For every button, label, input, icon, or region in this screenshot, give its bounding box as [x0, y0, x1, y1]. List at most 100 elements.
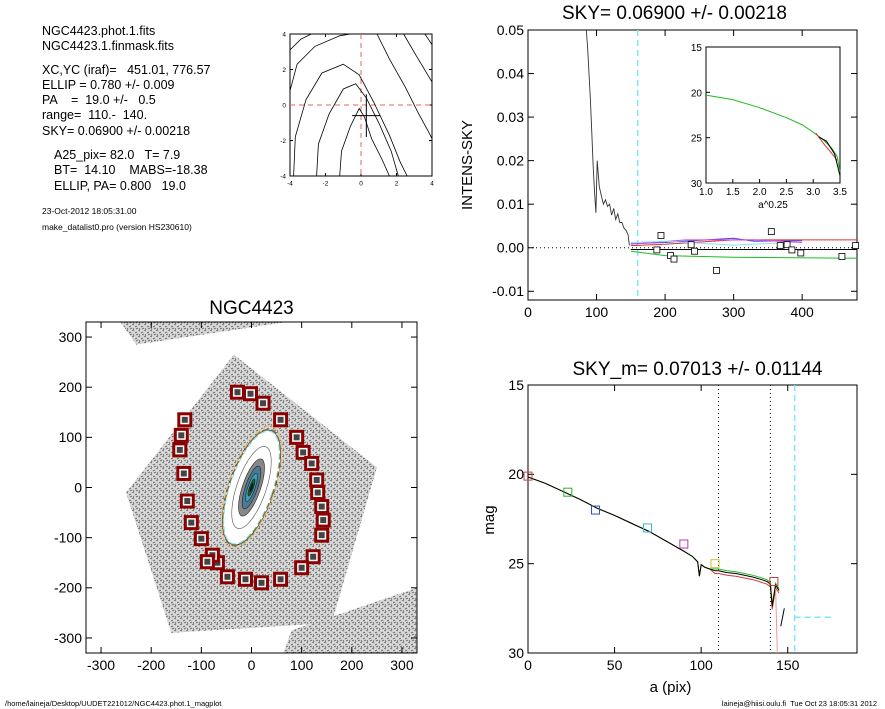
- mag-marker: [769, 577, 779, 587]
- intens-frame: [527, 29, 858, 301]
- sky-box-center: [300, 449, 307, 456]
- x-tick-label: -100: [187, 657, 215, 673]
- sky-box-center: [318, 532, 325, 539]
- contour-line: [316, 83, 399, 177]
- sky-box-center: [320, 517, 327, 524]
- mag-title: SKY_m= 0.07013 +/- 0.01144: [573, 359, 823, 380]
- y-tick-label: 0.05: [497, 22, 524, 38]
- mag-marker: [642, 523, 652, 533]
- x-tick-label: 300: [722, 304, 746, 320]
- program-line: make_datalist0.pro (version HS230610): [42, 222, 192, 232]
- y-tick-label: 0.03: [497, 109, 524, 125]
- inset-profile-red: [815, 132, 838, 161]
- sky-square-marker: [667, 252, 674, 259]
- mag-profile: [527, 476, 780, 607]
- sky-square-marker: [852, 242, 860, 249]
- sky-box-center: [198, 535, 205, 542]
- inset-profile: [705, 94, 841, 173]
- sky-box-center: [188, 519, 195, 526]
- param-ellip: ELLIP = 0.780 +/- 0.009: [42, 78, 175, 92]
- sky-box-center: [214, 559, 221, 566]
- sky-square-marker: [653, 246, 661, 254]
- sky-box-center: [204, 558, 211, 565]
- x-tick-label: 400: [790, 304, 814, 320]
- sky-box-center: [176, 446, 183, 453]
- sky-level-line: [630, 239, 857, 247]
- y-tick-label: 30: [508, 645, 524, 661]
- sky-box-center: [247, 390, 254, 397]
- x-tick-label: 0: [248, 657, 256, 673]
- mag-ylabel: mag: [481, 505, 498, 534]
- x-tick-label: -300: [87, 657, 115, 673]
- inset-x-tick-label: 2.0: [753, 187, 767, 198]
- y-tick-label: 4: [282, 31, 286, 38]
- sky-box-center: [180, 470, 187, 477]
- galaxy-isophote: [249, 482, 254, 493]
- sky-box-center: [242, 576, 249, 583]
- mag-marker: [710, 559, 720, 569]
- y-tick-label: 0.04: [497, 65, 524, 81]
- contour-line: [403, 33, 433, 83]
- param-xcyc: XC,YC (iraf)= 451.01, 776.57: [42, 63, 211, 77]
- inset-y-tick-label: 20: [691, 88, 703, 99]
- sky-box-center: [277, 416, 284, 423]
- footer-path: /home/laineja/Desktop/UUDET221012/NGC442…: [5, 699, 222, 708]
- intens-profile: [585, 29, 630, 246]
- y-tick-label: 0.00: [497, 240, 524, 256]
- mag-frame: [527, 384, 858, 654]
- sky-box-center: [178, 432, 185, 439]
- sky-box-center: [234, 389, 241, 396]
- sky-box-center: [298, 564, 305, 571]
- param-pa: PA = 19.0 +/- 0.5: [42, 93, 156, 107]
- sky-square-marker: [713, 266, 720, 274]
- y-tick-label: 2: [282, 67, 286, 74]
- contour-line: [339, 107, 390, 177]
- mag-marker: [523, 471, 533, 481]
- y-tick-label: -300: [54, 630, 82, 646]
- date-line: 23-Oct-2012 18:05:31.00: [42, 206, 137, 216]
- intens-ylabel: INTENS-SKY: [459, 120, 476, 210]
- file-name-1: NGC4423.phot.1.fits: [42, 24, 156, 38]
- contour-line: [376, 33, 433, 139]
- y-tick-label: 300: [59, 329, 83, 345]
- field-bottom-right: [283, 587, 417, 653]
- sky-square-marker: [767, 228, 775, 236]
- x-tick-label: 100: [290, 657, 314, 673]
- y-tick-label: 200: [59, 379, 83, 395]
- sky-box-center: [310, 553, 317, 560]
- mag-marker: [591, 505, 601, 515]
- mag-profile: [527, 476, 780, 610]
- contour-line: [424, 33, 433, 45]
- sky-square-marker: [670, 255, 678, 263]
- sky-box-center: [224, 573, 231, 580]
- param-sky: SKY= 0.06900 +/- 0.00218: [42, 124, 191, 138]
- galaxy-isophote: [231, 446, 272, 529]
- inset-frame: [705, 46, 841, 184]
- y-tick-label: 25: [508, 556, 524, 572]
- sky-box-center: [318, 503, 325, 510]
- sky-box-center: [293, 434, 300, 441]
- y-tick-label: 0: [74, 479, 82, 495]
- y-tick-label: -2: [280, 138, 286, 145]
- sky-box-center: [313, 476, 320, 483]
- y-tick-label: -100: [54, 530, 82, 546]
- inset-y-tick-label: 30: [691, 179, 703, 190]
- sky-box-center: [308, 460, 315, 467]
- footer-user-time: laineja@hiisi.oulu.fi Tue Oct 23 18:05:3…: [721, 699, 877, 708]
- inset-x-tick-label: 3.5: [833, 187, 847, 198]
- y-tick-label: 0.02: [497, 153, 524, 169]
- y-tick-label: 0.01: [497, 196, 524, 212]
- mag-profile-tail: [775, 588, 778, 654]
- inset-y-tick-label: 15: [691, 43, 703, 54]
- contour-line: [293, 63, 408, 177]
- image-title: NGC4423: [209, 298, 294, 319]
- x-tick-label: -4: [287, 181, 293, 188]
- x-tick-label: -200: [137, 657, 165, 673]
- sky-square-marker: [797, 249, 805, 257]
- param-range: range= 110.- 140.: [42, 108, 148, 122]
- inset-xlabel: a^0.25: [758, 200, 788, 211]
- x-tick-label: -2: [323, 181, 329, 188]
- mag-marker: [679, 539, 689, 549]
- x-tick-label: 200: [340, 657, 364, 673]
- inset-x-tick-label: 1.5: [726, 187, 740, 198]
